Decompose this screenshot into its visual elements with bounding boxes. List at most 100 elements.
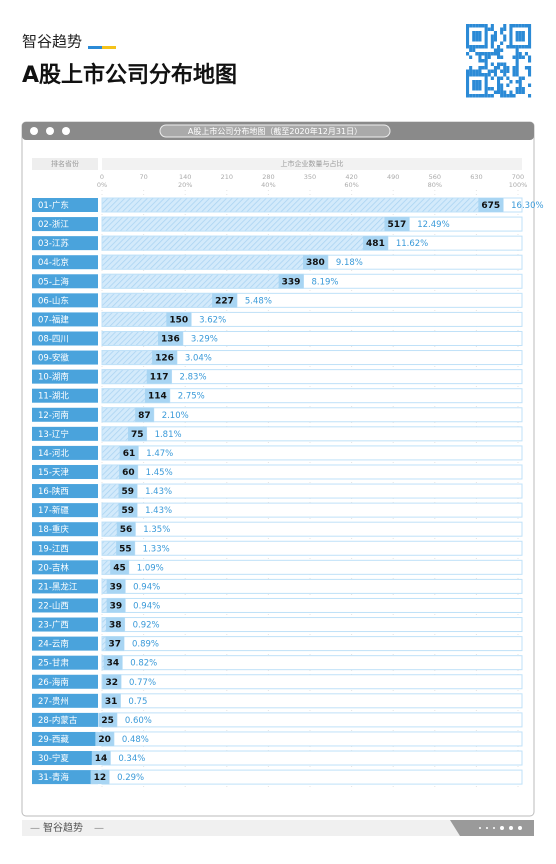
footer-tab <box>450 820 534 836</box>
footer-brand: 智谷趋势 <box>43 821 83 834</box>
qr-module <box>528 66 532 70</box>
qr-module <box>478 55 482 59</box>
value-label-bg <box>103 655 123 670</box>
value-label: 59 <box>122 487 135 497</box>
share-label: 3.04% <box>185 354 212 364</box>
qr-module <box>500 48 504 52</box>
category-box <box>32 274 98 289</box>
category-box <box>32 236 98 251</box>
x-tick-label: 350 <box>304 173 316 181</box>
share-label: 3.29% <box>191 334 218 344</box>
share-label: 1.09% <box>137 563 164 573</box>
qr-code <box>466 24 532 98</box>
qr-module <box>518 87 522 91</box>
qr-module <box>478 66 482 70</box>
category-label: 23-广西 <box>38 620 69 631</box>
category-label: 22-山西 <box>38 600 69 611</box>
x-tick-label: 560 <box>429 173 441 181</box>
qr-module <box>506 83 510 87</box>
qr-module <box>484 76 488 80</box>
value-label: 39 <box>110 582 123 592</box>
qr-module <box>512 66 516 70</box>
category-label: 12-河南 <box>38 410 69 421</box>
share-label: 0.89% <box>132 640 159 650</box>
value-label: 227 <box>215 296 234 306</box>
bar <box>101 273 304 289</box>
qr-module <box>466 45 470 49</box>
qr-module <box>472 87 476 91</box>
qr-module <box>512 24 516 28</box>
qr-module <box>497 55 501 59</box>
qr-module <box>509 34 513 38</box>
value-label: 32 <box>105 678 118 688</box>
qr-module <box>487 73 491 77</box>
qr-module <box>493 69 497 73</box>
qr-module <box>503 62 507 66</box>
category-box <box>32 407 98 422</box>
footer-bar <box>22 820 534 836</box>
qr-module <box>528 24 532 28</box>
qr-module <box>506 66 510 70</box>
category-label: 16-陕西 <box>38 486 69 497</box>
qr-module <box>484 27 488 31</box>
value-label: 481 <box>366 239 385 249</box>
share-label: 1.43% <box>145 487 172 497</box>
qr-module <box>472 69 476 73</box>
category-box <box>32 198 98 212</box>
qr-module <box>500 69 504 73</box>
qr-module <box>466 41 470 45</box>
qr-module <box>478 73 482 77</box>
qr-module <box>518 34 522 38</box>
window-button <box>62 127 70 135</box>
qr-module <box>487 52 491 56</box>
qr-module <box>475 69 479 73</box>
qr-module <box>490 24 494 28</box>
qr-module <box>503 69 507 73</box>
category-box <box>32 331 98 346</box>
qr-module <box>515 87 519 91</box>
qr-module <box>478 31 482 35</box>
value-label-bg <box>128 426 147 441</box>
qr-module <box>487 69 491 73</box>
qr-module <box>484 59 488 63</box>
page-title: A股上市公司分布地图 <box>22 62 237 88</box>
value-label: 39 <box>110 601 123 611</box>
qr-module <box>509 41 513 45</box>
qr-module <box>500 83 504 87</box>
category-label: 19-江西 <box>38 544 69 554</box>
category-label: 13-辽宁 <box>38 429 69 440</box>
share-label: 1.45% <box>146 468 173 478</box>
qr-module <box>478 24 482 28</box>
qr-module <box>500 87 504 91</box>
qr-module <box>487 87 491 91</box>
category-label: 15-天津 <box>38 467 69 478</box>
qr-module <box>484 24 488 28</box>
row-frame <box>101 769 523 785</box>
value-label-bg <box>98 712 117 727</box>
row-frame <box>101 559 523 575</box>
qr-module <box>521 31 525 35</box>
qr-module <box>469 45 473 49</box>
qr-module <box>515 48 519 52</box>
value-label-bg <box>118 484 138 499</box>
share-label: 2.83% <box>180 373 207 383</box>
qr-module <box>518 38 522 42</box>
category-label: 25-甘肃 <box>38 658 69 669</box>
value-label-bg <box>118 503 138 518</box>
value-label: 136 <box>161 334 180 344</box>
qr-module <box>472 80 476 84</box>
qr-module <box>484 62 488 66</box>
qr-module <box>512 45 516 49</box>
value-label: 55 <box>119 544 132 554</box>
qr-module <box>497 87 501 91</box>
qr-module <box>512 94 516 98</box>
value-label: 87 <box>138 411 151 421</box>
row-frame <box>101 731 523 747</box>
value-label-bg <box>152 350 177 365</box>
qr-module <box>509 31 513 35</box>
share-label: 11.62% <box>396 239 428 249</box>
qr-module <box>469 66 473 70</box>
qr-module <box>497 80 501 84</box>
qr-module <box>528 55 532 59</box>
window-title-box <box>159 124 391 138</box>
